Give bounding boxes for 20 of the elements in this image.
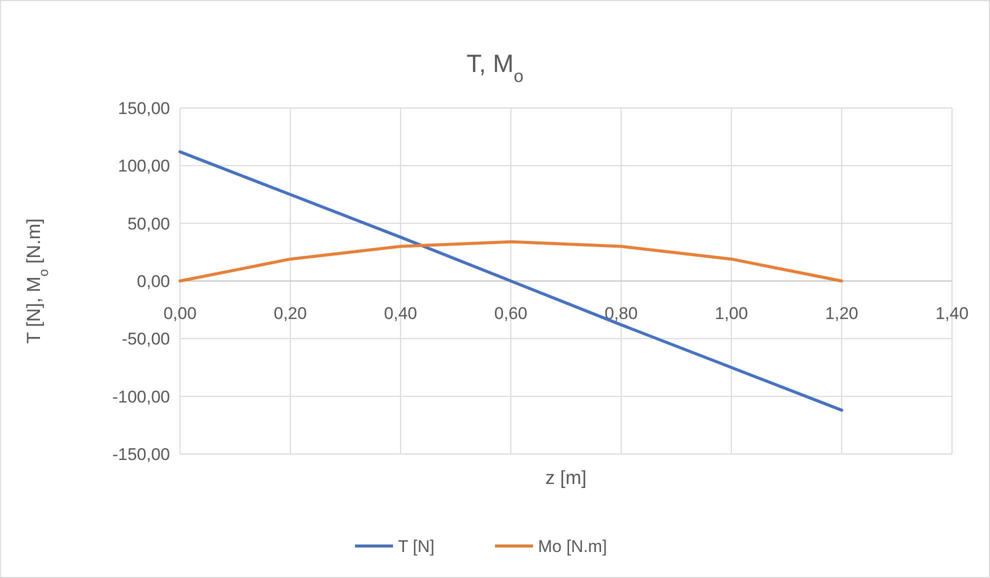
x-axis-title: z [m] bbox=[545, 468, 587, 489]
legend-label: Mo [N.m] bbox=[538, 537, 607, 556]
chart-title: T, M$_{o}$ bbox=[466, 50, 524, 86]
legend-label: T [N] bbox=[398, 537, 435, 556]
y-tick-label: -100,00 bbox=[112, 387, 170, 406]
x-tick-label: 1,20 bbox=[825, 304, 858, 323]
x-tick-label: 1,00 bbox=[714, 304, 748, 323]
y-tick-label: -150,00 bbox=[112, 445, 170, 464]
line-series bbox=[178, 240, 844, 282]
x-tick-label: 0,80 bbox=[604, 304, 638, 323]
y-tick-label: -50,00 bbox=[122, 330, 170, 349]
x-tick-label: 1,40 bbox=[935, 304, 969, 323]
x-tick-label: 0,20 bbox=[274, 304, 307, 323]
y-tick-label: 0,00 bbox=[136, 272, 170, 291]
x-tick-label: 0,00 bbox=[163, 304, 197, 323]
y-tick-label: 100,00 bbox=[118, 156, 170, 176]
y-tick-label: 150,00 bbox=[118, 99, 170, 118]
y-tick-label: 50,00 bbox=[127, 214, 170, 234]
x-tick-label: 0,40 bbox=[384, 304, 418, 323]
x-tick-label: 0,60 bbox=[494, 304, 528, 323]
